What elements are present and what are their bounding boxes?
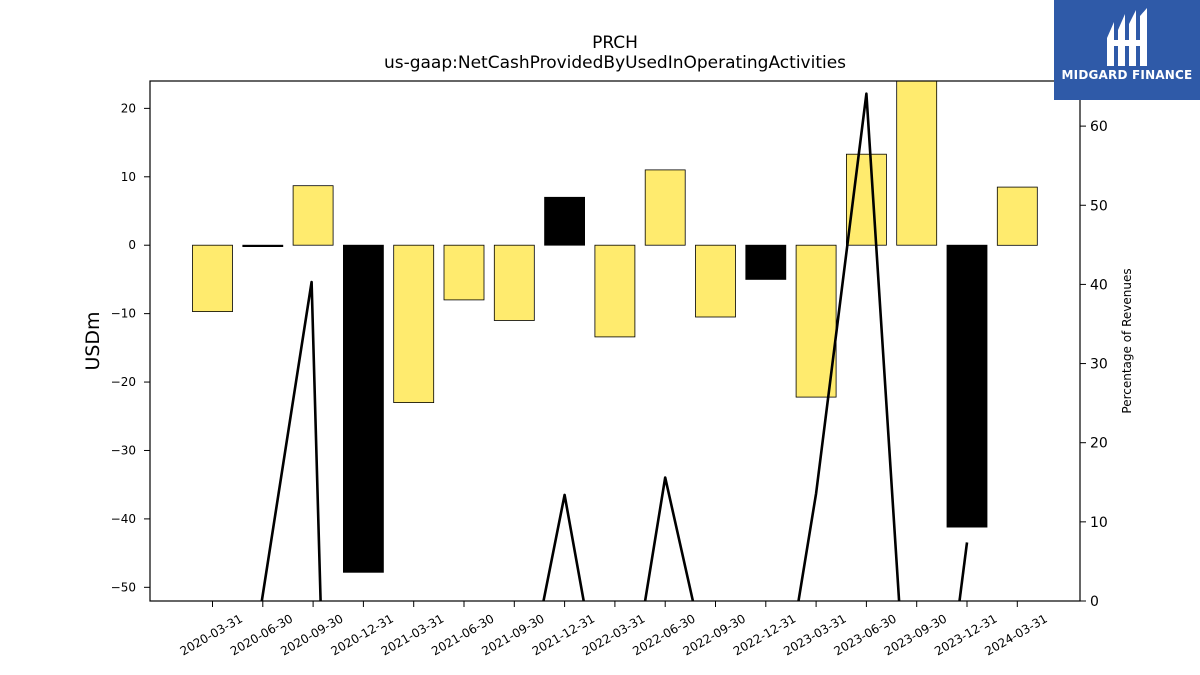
y-left-tick-label: 20 xyxy=(121,101,136,115)
y-axis-right: 0 10 20 30 40 50 60 xyxy=(1080,119,1108,610)
bar-2022-09-30 xyxy=(695,244,736,318)
bar-series xyxy=(192,80,1038,573)
y-left-tick-label: −40 xyxy=(111,512,136,526)
bar-2020-12-31 xyxy=(342,244,384,573)
logo-mark-icon xyxy=(1107,8,1147,66)
bar-2023-03-31 xyxy=(795,244,837,398)
bar-2022-12-31 xyxy=(745,244,787,280)
y-right-tick-label: 0 xyxy=(1090,594,1099,610)
line-segment-1 xyxy=(260,280,322,602)
plot-frame xyxy=(149,80,1081,602)
bar-2021-06-30 xyxy=(443,244,485,301)
y-right-tick-label: 20 xyxy=(1090,436,1108,452)
logo-text: MIDGARD FINANCE xyxy=(1061,68,1193,82)
bar-2021-12-31 xyxy=(544,196,585,246)
line-segment-2 xyxy=(542,493,585,602)
line-segment-4 xyxy=(797,92,901,602)
bar-2021-09-30 xyxy=(493,244,535,321)
bar-2020-09-30 xyxy=(292,185,334,246)
y-left-tick-label: 10 xyxy=(121,170,136,184)
y-right-tick-label: 50 xyxy=(1090,198,1108,214)
line-segment-5 xyxy=(958,542,969,602)
x-axis: 2020-03-312020-06-302020-09-302020-12-31… xyxy=(178,601,1050,658)
y-axis-left-label: USDm xyxy=(82,311,104,370)
y-right-tick-label: 60 xyxy=(1090,119,1108,135)
line-segment-3 xyxy=(643,476,695,602)
y-right-tick-label: 30 xyxy=(1090,357,1108,373)
bar-2020-03-31 xyxy=(192,244,233,312)
y-left-tick-label: −20 xyxy=(111,375,136,389)
y-left-tick-label: −10 xyxy=(111,307,136,321)
chart-title: PRCH xyxy=(592,33,638,53)
y-left-tick-label: −30 xyxy=(111,443,136,457)
percentage-line-series xyxy=(260,92,969,602)
midgard-finance-logo: MIDGARD FINANCE xyxy=(1054,0,1200,100)
bar-2023-12-31 xyxy=(946,244,988,528)
y-axis-right-label: Percentage of Revenues xyxy=(1120,268,1134,413)
bar-2024-03-31 xyxy=(996,186,1038,246)
y-left-tick-label: −50 xyxy=(111,580,136,594)
bar-2022-06-30 xyxy=(644,169,686,246)
y-right-tick-label: 40 xyxy=(1090,277,1108,293)
chart-subtitle: us-gaap:NetCashProvidedByUsedInOperating… xyxy=(384,53,846,73)
y-right-tick-label: 10 xyxy=(1090,515,1108,531)
bar-2022-03-31 xyxy=(594,244,636,338)
bar-2021-03-31 xyxy=(393,244,435,403)
bar-2023-09-30 xyxy=(896,80,938,246)
bar-2020-06-30 xyxy=(242,244,284,247)
y-axis-left: 20 10 0 −10 −20 −30 −40 −50 xyxy=(111,101,150,594)
y-left-tick-label: 0 xyxy=(128,238,136,252)
